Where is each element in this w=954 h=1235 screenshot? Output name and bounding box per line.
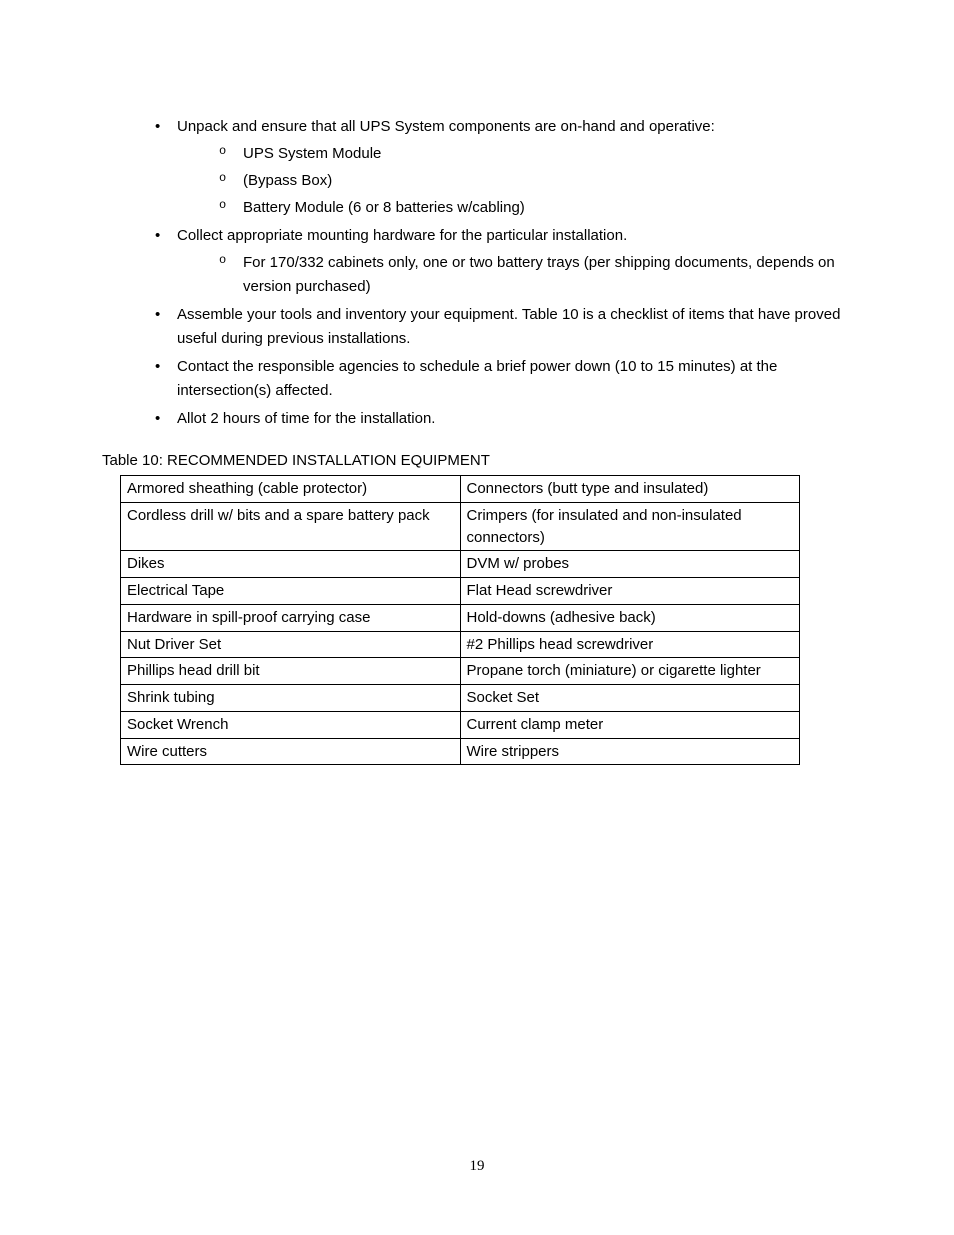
table-cell: Propane torch (miniature) or cigarette l…: [460, 658, 800, 685]
table-cell: Current clamp meter: [460, 711, 800, 738]
list-item: Contact the responsible agencies to sche…: [155, 355, 854, 403]
table-cell: Armored sheathing (cable protector): [121, 476, 461, 503]
list-item: Unpack and ensure that all UPS System co…: [155, 115, 854, 220]
table-cell: Socket Wrench: [121, 711, 461, 738]
document-content: Unpack and ensure that all UPS System co…: [100, 115, 854, 765]
table-cell: Electrical Tape: [121, 578, 461, 605]
sub-list: For 170/332 cabinets only, one or two ba…: [177, 251, 854, 299]
list-item: Allot 2 hours of time for the installati…: [155, 407, 854, 431]
sub-list-item: For 170/332 cabinets only, one or two ba…: [219, 251, 854, 299]
table-row: Shrink tubing Socket Set: [121, 685, 800, 712]
table-row: Cordless drill w/ bits and a spare batte…: [121, 502, 800, 551]
table-row: Electrical Tape Flat Head screwdriver: [121, 578, 800, 605]
table-cell: Hold-downs (adhesive back): [460, 604, 800, 631]
table-cell: Shrink tubing: [121, 685, 461, 712]
table-row: Dikes DVM w/ probes: [121, 551, 800, 578]
table-row: Hardware in spill-proof carrying case Ho…: [121, 604, 800, 631]
instruction-list: Unpack and ensure that all UPS System co…: [100, 115, 854, 431]
list-item: Assemble your tools and inventory your e…: [155, 303, 854, 351]
list-item-text: Assemble your tools and inventory your e…: [177, 306, 840, 347]
equipment-table: Armored sheathing (cable protector) Conn…: [120, 475, 800, 765]
page-number: 19: [0, 1158, 954, 1175]
list-item: Collect appropriate mounting hardware fo…: [155, 224, 854, 299]
table-cell: Hardware in spill-proof carrying case: [121, 604, 461, 631]
list-item-text: Unpack and ensure that all UPS System co…: [177, 118, 715, 135]
sub-list-item: (Bypass Box): [219, 169, 854, 193]
table-cell: Wire strippers: [460, 738, 800, 765]
list-item-text: Contact the responsible agencies to sche…: [177, 358, 777, 399]
list-item-text: Allot 2 hours of time for the installati…: [177, 410, 435, 427]
table-row: Wire cutters Wire strippers: [121, 738, 800, 765]
table-cell: Nut Driver Set: [121, 631, 461, 658]
table-cell: Phillips head drill bit: [121, 658, 461, 685]
table-cell: #2 Phillips head screwdriver: [460, 631, 800, 658]
table-cell: DVM w/ probes: [460, 551, 800, 578]
table-cell: Connectors (butt type and insulated): [460, 476, 800, 503]
table-row: Phillips head drill bit Propane torch (m…: [121, 658, 800, 685]
list-item-text: Collect appropriate mounting hardware fo…: [177, 227, 627, 244]
table-cell: Socket Set: [460, 685, 800, 712]
table-row: Nut Driver Set #2 Phillips head screwdri…: [121, 631, 800, 658]
sub-list: UPS System Module (Bypass Box) Battery M…: [177, 142, 854, 220]
sub-list-item: UPS System Module: [219, 142, 854, 166]
table-cell: Dikes: [121, 551, 461, 578]
table-cell: Crimpers (for insulated and non-insulate…: [460, 502, 800, 551]
table-caption: Table 10: RECOMMENDED INSTALLATION EQUIP…: [102, 449, 854, 473]
table-row: Armored sheathing (cable protector) Conn…: [121, 476, 800, 503]
table-cell: Flat Head screwdriver: [460, 578, 800, 605]
table-row: Socket Wrench Current clamp meter: [121, 711, 800, 738]
table-cell: Cordless drill w/ bits and a spare batte…: [121, 502, 461, 551]
sub-list-item: Battery Module (6 or 8 batteries w/cabli…: [219, 196, 854, 220]
table-cell: Wire cutters: [121, 738, 461, 765]
